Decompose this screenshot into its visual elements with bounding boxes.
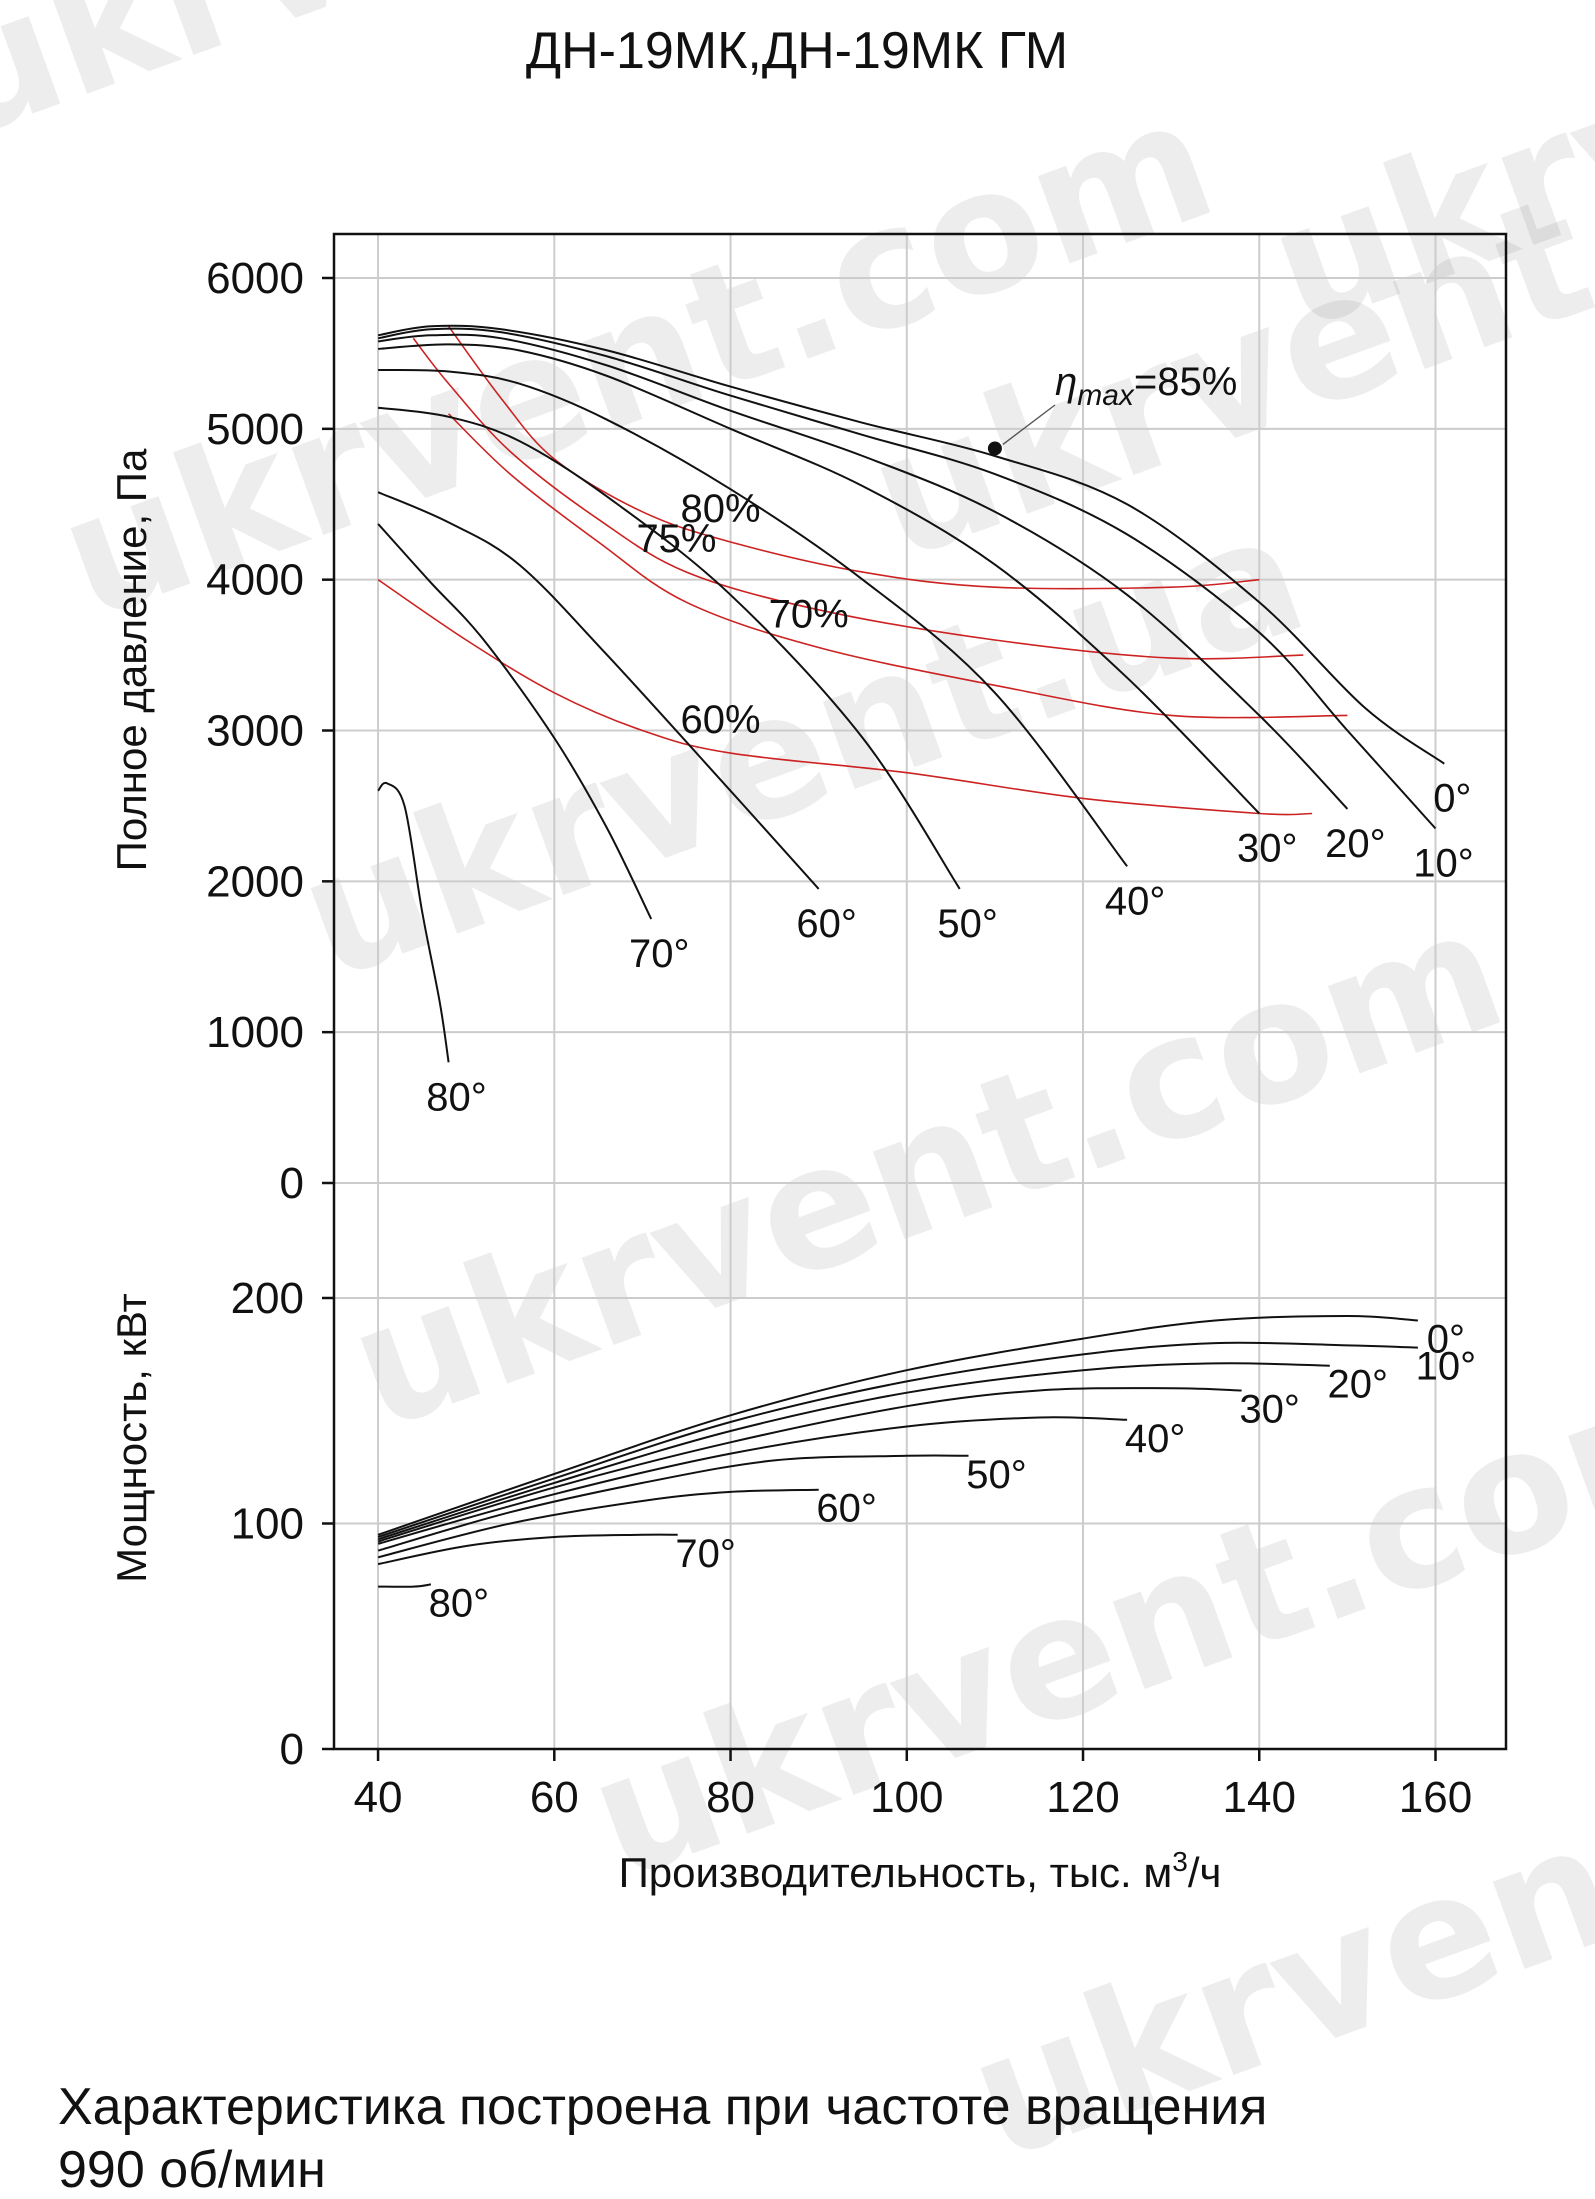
pressure-y-axis-label: Полное давление, Па: [108, 448, 155, 871]
power-curve-70deg: [377, 1533, 678, 1566]
x-axis-label-main: Производительность, тыс. м: [619, 1849, 1173, 1896]
power-curve-40deg: [377, 1416, 1128, 1545]
x-tick-label: 100: [870, 1773, 943, 1822]
pressure-curve-label-50deg: 50°: [937, 902, 998, 946]
plot-frame: [332, 232, 1508, 1751]
x-tick-label: 160: [1399, 1773, 1472, 1822]
x-axis-label-sup: 3: [1172, 1846, 1188, 1877]
pressure-curves: 0° 10° 20° 30° 40° 50° 60° 70° 80°: [377, 324, 1474, 1119]
x-tick-label: 140: [1223, 1773, 1296, 1822]
pressure-curve-label-10deg: 10°: [1413, 842, 1474, 886]
eta-value: =85%: [1134, 360, 1237, 404]
efficiency-curve-75pct: [412, 337, 1304, 660]
pressure-tick-label: 3000: [206, 707, 304, 756]
power-curve-label-70deg: 70°: [675, 1532, 736, 1576]
power-curve-0deg: [377, 1314, 1418, 1536]
pressure-curve-50deg: [377, 406, 961, 890]
power-curve-30deg: [377, 1387, 1242, 1543]
pressure-curve-20deg: [377, 333, 1349, 810]
x-axis-ticks: 40 60 80 100 120 140 160: [354, 1749, 1472, 1822]
pressure-curve-label-80deg: 80°: [426, 1075, 487, 1119]
pressure-curve-label-30deg: 30°: [1237, 826, 1298, 870]
power-y-axis-ticks: 0 100 200: [231, 1274, 334, 1774]
pressure-curve-0deg: [377, 324, 1445, 765]
power-curve-label-30deg: 30°: [1239, 1387, 1300, 1431]
eta-max-point: [987, 441, 1002, 456]
efficiency-curve-60pct: [377, 579, 1313, 816]
pressure-tick-label: 6000: [206, 254, 304, 303]
power-curve-label-80deg: 80°: [429, 1581, 490, 1625]
chart-title: ДН-19МК,ДН-19МК ГМ: [526, 22, 1068, 80]
power-tick-label: 200: [231, 1274, 304, 1323]
pressure-curve-label-0deg: 0°: [1433, 777, 1471, 821]
pressure-curve-10deg: [377, 327, 1437, 830]
x-tick-label: 120: [1046, 1773, 1119, 1822]
pressure-curve-40deg: [378, 369, 1128, 867]
eta-max-leader-line: [1002, 404, 1056, 445]
power-curve-50deg: [377, 1454, 969, 1552]
power-curve-20deg: [377, 1362, 1330, 1541]
x-tick-label: 60: [530, 1773, 579, 1822]
eta-subscript: max: [1077, 379, 1135, 412]
footnote-line-2: 990 об/мин: [58, 2141, 326, 2199]
watermark-text: ukrvent.com: [566, 1320, 1595, 1918]
power-curve-label-40deg: 40°: [1125, 1417, 1186, 1461]
power-curve-label-20deg: 20°: [1328, 1363, 1389, 1407]
power-curves: 0°10° 20° 30° 40° 50° 60° 70° 80°: [377, 1314, 1477, 1625]
efficiency-label-75pct: 75%: [636, 517, 716, 561]
pressure-curve-label-60deg: 60°: [796, 902, 857, 946]
efficiency-label-80pct: 80%: [681, 487, 761, 531]
pressure-curve-label-40deg: 40°: [1105, 879, 1166, 923]
x-tick-label: 80: [706, 1773, 755, 1822]
eta-max-label: ηmax=85%: [1055, 360, 1237, 412]
power-tick-label: 100: [231, 1500, 304, 1549]
eta-max-annotation: ηmax=85%: [987, 360, 1237, 456]
efficiency-curve-70pct: [448, 413, 1348, 719]
pressure-curve-80deg: [377, 781, 450, 1063]
power-curve-10deg: [377, 1341, 1418, 1538]
pressure-tick-label: 5000: [206, 405, 304, 454]
power-curve-label-10deg: 10°: [1416, 1345, 1477, 1389]
x-axis-label: Производительность, тыс. м3/ч: [619, 1846, 1222, 1896]
pressure-tick-label: 0: [280, 1159, 304, 1208]
power-tick-label: 0: [280, 1725, 304, 1774]
power-y-axis-label: Мощность, кВт: [108, 1293, 155, 1583]
pressure-curve-60deg: [377, 491, 820, 890]
power-curve-60deg: [377, 1488, 819, 1559]
efficiency-curves: 80%75% 70% 60%: [377, 325, 1348, 816]
pressure-curve-label-70deg: 70°: [629, 932, 690, 976]
pressure-tick-label: 2000: [206, 857, 304, 906]
x-axis-label-end: /ч: [1188, 1849, 1222, 1896]
power-curve-80deg: [378, 1583, 432, 1588]
power-curve-label-0deg: 0°: [1427, 1318, 1465, 1362]
power-curve-label-50deg: 50°: [966, 1453, 1027, 1497]
pressure-curve-30deg: [378, 343, 1261, 815]
pressure-curve-label-20deg: 20°: [1325, 822, 1386, 866]
pressure-y-axis-ticks: 0 1000 2000 3000 4000 5000 6000: [206, 254, 334, 1208]
footnote-line-1: Характеристика построена при частоте вра…: [58, 2078, 1267, 2136]
efficiency-label-60pct: 60%: [681, 698, 761, 742]
efficiency-label-70pct: 70%: [769, 593, 849, 637]
eta-symbol: η: [1055, 360, 1077, 404]
pressure-tick-label: 4000: [206, 556, 304, 605]
x-tick-label: 40: [354, 1773, 403, 1822]
pressure-curve-70deg: [377, 523, 653, 920]
pressure-tick-label: 1000: [206, 1008, 304, 1057]
power-curve-label-60deg: 60°: [816, 1487, 877, 1531]
